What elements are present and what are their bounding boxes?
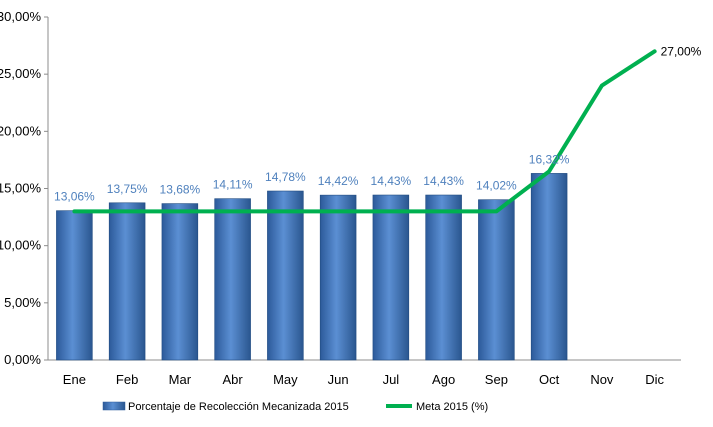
x-tick-label: Feb (116, 372, 138, 387)
bar (372, 194, 410, 361)
bar (214, 198, 251, 361)
bar (425, 194, 462, 361)
y-tick-label: 15,00% (0, 181, 41, 196)
y-tick-label: 25,00% (0, 66, 41, 81)
x-tick-label: Nov (590, 372, 614, 387)
bar-data-label: 13,68% (160, 183, 201, 197)
x-tick-label: Dic (645, 372, 664, 387)
bar (319, 194, 357, 361)
x-tick-label: Ene (63, 372, 86, 387)
y-tick-label: 5,00% (4, 295, 41, 310)
legend-bar-swatch (102, 401, 126, 411)
x-tick-label: Mar (169, 372, 192, 387)
bar-data-label: 14,43% (423, 174, 464, 188)
legend: Porcentaje de Recolección Mecanizada 201… (102, 401, 488, 413)
meta-line (72, 49, 657, 214)
y-tick-label: 10,00% (0, 238, 41, 253)
line-series (72, 49, 657, 214)
line-data-label: 27,00% (661, 44, 702, 58)
bar-data-label: 14,43% (371, 174, 412, 188)
y-axis: 0,00% 5,00% 10,00% 15,00% 20,00% 25,00% 30,00% (0, 9, 49, 367)
bar-data-label: 14,42% (318, 174, 359, 188)
bar-data-label: 14,78% (265, 170, 306, 184)
bar-data-label: 14,11% (213, 178, 253, 192)
bar-data-label: 16,32% (529, 152, 570, 166)
bar-data-label: 13,06% (54, 190, 95, 204)
bar-data-label: 14,02% (476, 179, 517, 193)
bar (108, 202, 146, 361)
bar-data-label: 13,75% (107, 182, 148, 196)
x-tick-label: Oct (539, 372, 560, 387)
x-tick-label: Sep (485, 372, 508, 387)
data-labels: 13,06% 13,75% 13,68% 14,11% 14,78% 14,42% 14,4… (54, 44, 702, 203)
legend-line-label: Meta 2015 (%) (416, 401, 488, 413)
bar (530, 173, 568, 361)
bar (267, 190, 304, 361)
x-tick-label: May (273, 372, 298, 387)
legend-bar-label: Porcentaje de Recolección Mecanizada 201… (128, 401, 349, 413)
x-axis: Ene Feb Mar Abr May Jun Jul Ago Sep Oct Nov Dic (48, 359, 681, 387)
x-tick-label: Jun (328, 372, 349, 387)
bar (56, 210, 93, 361)
bar-series (56, 173, 568, 361)
y-tick-label: 30,00% (0, 9, 41, 24)
x-tick-label: Abr (223, 372, 244, 387)
y-tick-label: 0,00% (4, 352, 41, 367)
x-tick-label: Ago (432, 372, 455, 387)
bar (161, 203, 199, 361)
bar (478, 199, 515, 361)
y-tick-label: 20,00% (0, 123, 41, 138)
x-tick-label: Jul (383, 372, 400, 387)
